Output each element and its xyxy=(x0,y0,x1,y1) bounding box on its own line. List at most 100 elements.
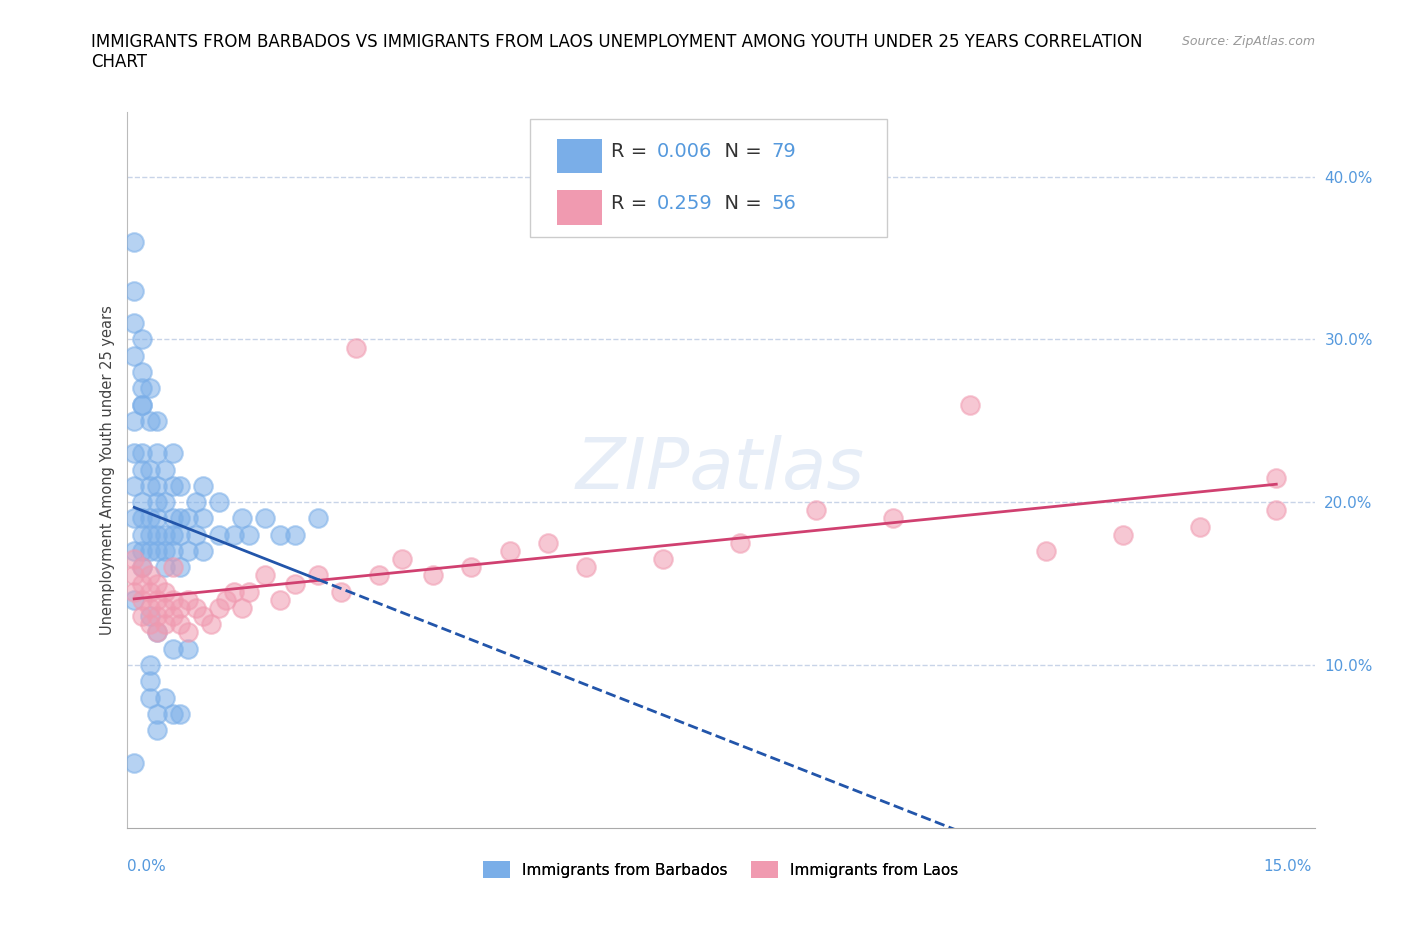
Point xyxy=(215,592,238,607)
Point xyxy=(146,543,169,558)
Point xyxy=(146,495,169,510)
Point xyxy=(122,543,145,558)
Point xyxy=(153,527,176,542)
Point xyxy=(169,617,191,631)
FancyBboxPatch shape xyxy=(530,119,887,237)
Point xyxy=(153,617,176,631)
Point xyxy=(269,592,291,607)
Point xyxy=(231,512,253,526)
Point xyxy=(207,495,229,510)
Point xyxy=(200,617,222,631)
Point xyxy=(122,445,145,460)
Point xyxy=(146,609,169,624)
Point xyxy=(162,543,184,558)
Point xyxy=(728,536,751,551)
Point xyxy=(122,592,145,607)
Point xyxy=(307,568,329,583)
Point xyxy=(122,755,145,770)
Point xyxy=(575,560,598,575)
Point xyxy=(122,283,145,298)
Point xyxy=(253,568,276,583)
Point xyxy=(391,551,413,566)
Point xyxy=(131,560,153,575)
Point xyxy=(222,527,245,542)
Point xyxy=(177,512,200,526)
Point xyxy=(193,609,215,624)
Point xyxy=(122,551,145,566)
Point xyxy=(153,601,176,616)
Point xyxy=(207,527,229,542)
Text: ZIPatlas: ZIPatlas xyxy=(576,435,865,504)
Point xyxy=(368,568,391,583)
Point xyxy=(131,543,153,558)
Point xyxy=(122,568,145,583)
Point xyxy=(460,560,482,575)
Point xyxy=(499,543,522,558)
Point xyxy=(131,576,153,591)
Point xyxy=(537,536,560,551)
Point xyxy=(169,560,191,575)
Point xyxy=(122,512,145,526)
Point xyxy=(162,445,184,460)
Text: R =: R = xyxy=(612,193,654,213)
Point xyxy=(138,601,160,616)
Point xyxy=(238,527,260,542)
Point xyxy=(162,527,184,542)
Point xyxy=(153,560,176,575)
Text: N =: N = xyxy=(713,142,768,161)
Point xyxy=(162,642,184,657)
Text: N =: N = xyxy=(713,193,768,213)
Point xyxy=(131,609,153,624)
Point xyxy=(146,625,169,640)
Point xyxy=(307,512,329,526)
Point xyxy=(222,584,245,599)
Point xyxy=(131,560,153,575)
Point xyxy=(169,527,191,542)
Text: 79: 79 xyxy=(772,142,796,161)
Point xyxy=(138,690,160,705)
Point xyxy=(177,543,200,558)
Point xyxy=(193,543,215,558)
Point xyxy=(131,462,153,477)
Point xyxy=(138,512,160,526)
Point xyxy=(284,576,307,591)
Point xyxy=(131,512,153,526)
Point xyxy=(184,495,207,510)
Point xyxy=(269,527,291,542)
Point xyxy=(1265,471,1288,485)
Point xyxy=(177,642,200,657)
Point xyxy=(138,673,160,688)
Point xyxy=(131,527,153,542)
Point xyxy=(131,397,153,412)
Point xyxy=(138,584,160,599)
Point xyxy=(652,551,675,566)
Point xyxy=(162,707,184,722)
Point xyxy=(131,381,153,396)
Text: Source: ZipAtlas.com: Source: ZipAtlas.com xyxy=(1181,35,1315,48)
Point xyxy=(138,478,160,493)
Point xyxy=(153,543,176,558)
Bar xyxy=(557,139,602,173)
Point xyxy=(231,601,253,616)
Point xyxy=(146,707,169,722)
Point xyxy=(131,397,153,412)
Point xyxy=(193,478,215,493)
Point xyxy=(153,584,176,599)
Point xyxy=(169,601,191,616)
Point xyxy=(184,527,207,542)
Point xyxy=(131,332,153,347)
Point xyxy=(959,397,981,412)
Point xyxy=(162,592,184,607)
Point xyxy=(284,527,307,542)
Point xyxy=(177,592,200,607)
Point xyxy=(138,543,160,558)
Point xyxy=(146,723,169,737)
Point xyxy=(122,584,145,599)
Text: R =: R = xyxy=(612,142,654,161)
Point xyxy=(1188,519,1211,534)
Point xyxy=(138,381,160,396)
Point xyxy=(146,576,169,591)
Point xyxy=(138,462,160,477)
Point xyxy=(153,690,176,705)
Point xyxy=(122,413,145,428)
